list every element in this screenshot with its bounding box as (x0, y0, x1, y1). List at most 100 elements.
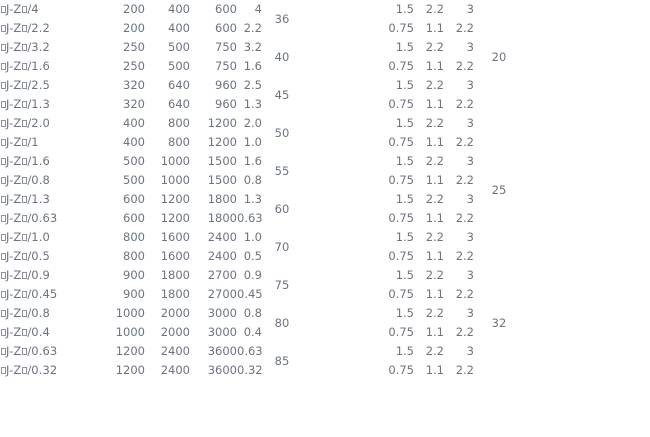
model-suffix-label: /1.0 (27, 230, 50, 244)
missing-glyph-box-icon (21, 215, 27, 222)
cell-group-size: 50 (274, 125, 290, 140)
cell-spec-a: 1.5 (395, 268, 414, 282)
cell-spacer (302, 171, 382, 190)
missing-glyph-box-icon (0, 44, 6, 51)
missing-glyph-box-icon (0, 367, 6, 374)
cell-spec-b: 2.2 (425, 192, 444, 206)
spec-table-body: J-Z/4 200 400 600 4 36 1.5 2.2 3 20 J-Z/2.2 200 400 6… (0, 2, 650, 380)
model-suffix-label: /3.2 (27, 40, 50, 54)
cell-model-code: J-Z/0.63 (0, 209, 100, 228)
cell-model-code: J-Z/1 (0, 133, 100, 152)
model-prefix-label: J-Z (6, 97, 22, 111)
missing-glyph-box-icon (0, 63, 6, 70)
model-suffix-label: /0.8 (27, 173, 50, 187)
cell-dimension-3: 2400 (207, 249, 237, 263)
model-prefix-label: J-Z (6, 211, 22, 225)
model-prefix-label: J-Z (6, 287, 22, 301)
model-prefix-label: J-Z (6, 135, 22, 149)
cell-dimension-2: 1000 (160, 154, 190, 168)
model-prefix-label: J-Z (6, 306, 22, 320)
missing-glyph-box-icon (0, 215, 6, 222)
cell-dimension-3: 750 (215, 59, 237, 73)
model-suffix-label: /1.3 (27, 192, 50, 206)
cell-spec-a: 0.75 (388, 135, 414, 149)
cell-dimension-1: 1000 (115, 306, 145, 320)
cell-trailing-spacer (524, 114, 650, 133)
cell-trailing-spacer (524, 361, 650, 380)
model-suffix-label: /0.9 (27, 268, 50, 282)
cell-spec-a: 0.75 (388, 249, 414, 263)
cell-dimension-3: 3600 (207, 363, 237, 377)
cell-spec-b: 1.1 (425, 21, 444, 35)
missing-glyph-box-icon (0, 6, 6, 13)
cell-spec-a: 0.75 (388, 59, 414, 73)
cell-dimension-2: 800 (168, 116, 190, 130)
table-row: J-Z/2.5 320 640 960 2.5 45 1.5 2.2 3 (0, 76, 650, 102)
cell-value: 0.8 (243, 306, 262, 320)
cell-spec-a: 1.5 (395, 192, 414, 206)
cell-spacer (302, 285, 382, 304)
cell-dimension-1: 200 (123, 2, 145, 16)
cell-spec-c: 3 (466, 306, 474, 320)
cell-spec-c: 3 (466, 344, 474, 358)
model-suffix-label: /1.6 (27, 154, 50, 168)
cell-spacer (302, 133, 382, 152)
cell-dimension-1: 320 (123, 78, 145, 92)
cell-spec-b: 1.1 (425, 211, 444, 225)
cell-group-size: 55 (274, 163, 290, 178)
cell-dimension-3: 2400 (207, 230, 237, 244)
cell-group-size: 40 (274, 49, 290, 64)
table-row: J-Z/0.63 1200 2400 3600 0.63 85 1.5 2.2 3 (0, 342, 650, 368)
cell-dimension-2: 800 (168, 135, 190, 149)
missing-glyph-box-icon (21, 6, 27, 13)
cell-spec-c: 2.2 (455, 211, 474, 225)
cell-spec-a: 0.75 (388, 325, 414, 339)
cell-model-code: J-Z/0.5 (0, 247, 100, 266)
cell-spacer (302, 95, 382, 114)
cell-model-code: J-Z/0.4 (0, 323, 100, 342)
cell-dimension-3: 3000 (207, 325, 237, 339)
cell-spacer (302, 152, 382, 171)
cell-model-code: J-Z/0.45 (0, 285, 100, 304)
cell-spacer (302, 342, 382, 361)
cell-dimension-3: 600 (215, 21, 237, 35)
cell-spacer (302, 57, 382, 76)
model-prefix-label: J-Z (6, 173, 22, 187)
table-row: J-Z/0.5 800 1600 2400 0.5 0.75 1.1 2.2 (0, 247, 650, 266)
cell-model-code: J-Z/1.3 (0, 95, 100, 114)
cell-dimension-1: 500 (123, 173, 145, 187)
model-suffix-label: /0.45 (27, 287, 58, 301)
spec-data-table: J-Z/4 200 400 600 4 36 1.5 2.2 3 20 J-Z/2.2 200 400 6… (0, 2, 650, 380)
model-suffix-label: /0.4 (27, 325, 50, 339)
missing-glyph-box-icon (21, 196, 27, 203)
missing-glyph-box-icon (0, 329, 6, 336)
cell-spec-a: 0.75 (388, 363, 414, 377)
cell-model-code: J-Z/1.3 (0, 190, 100, 209)
cell-group-size: 45 (274, 87, 290, 102)
cell-trailing-spacer (524, 323, 650, 342)
table-row: J-Z/2.0 400 800 1200 2.0 50 1.5 2.2 3 25 (0, 114, 650, 197)
cell-spec-b: 1.1 (425, 249, 444, 263)
cell-spec-a: 1.5 (395, 116, 414, 130)
cell-dimension-1: 1200 (115, 344, 145, 358)
model-suffix-label: /1.3 (27, 97, 50, 111)
cell-dimension-2: 1200 (160, 192, 190, 206)
model-prefix-label: J-Z (6, 192, 22, 206)
cell-dimension-2: 2000 (160, 325, 190, 339)
cell-spec-c: 3 (466, 268, 474, 282)
cell-dimension-1: 250 (123, 40, 145, 54)
model-suffix-label: /1.6 (27, 59, 50, 73)
cell-model-code: J-Z/0.32 (0, 361, 100, 380)
cell-spacer (302, 304, 382, 323)
model-prefix-label: J-Z (6, 78, 22, 92)
model-prefix-label: J-Z (6, 154, 22, 168)
cell-spec-a: 0.75 (388, 211, 414, 225)
cell-group-code: 25 (491, 182, 507, 197)
cell-trailing-spacer (524, 342, 650, 361)
model-suffix-label: /2.2 (27, 21, 50, 35)
cell-trailing-spacer (524, 95, 650, 114)
missing-glyph-box-icon (21, 367, 27, 374)
model-suffix-label: /0.63 (27, 344, 58, 358)
cell-value: 2.5 (243, 78, 262, 92)
model-prefix-label: J-Z (6, 230, 22, 244)
